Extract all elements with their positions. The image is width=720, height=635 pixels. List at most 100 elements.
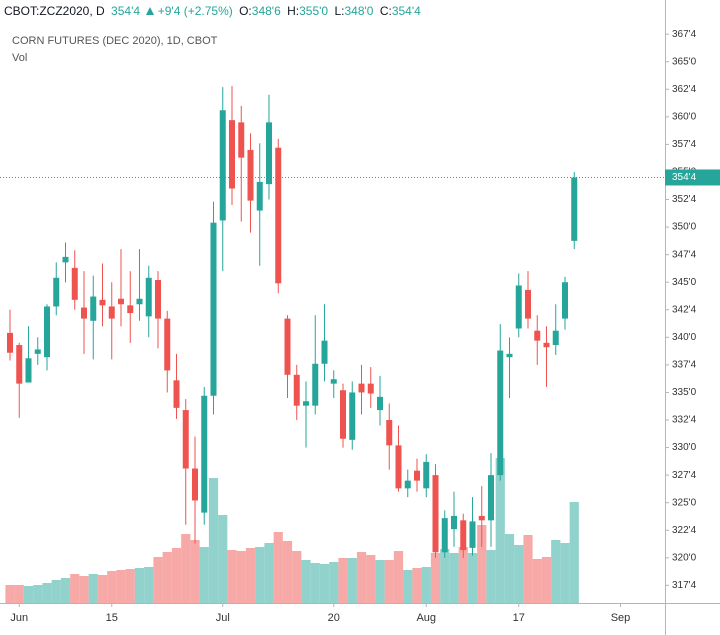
y-tick-label: 320'0 xyxy=(672,552,697,563)
y-tick-label: 332'4 xyxy=(672,415,697,426)
candle-body xyxy=(303,401,309,406)
x-tick-label: Aug xyxy=(416,612,436,624)
volume-bar xyxy=(60,578,71,603)
volume-bar xyxy=(356,552,367,603)
volume-bar xyxy=(107,571,117,603)
candle-body xyxy=(404,480,411,489)
y-tick-label: 365'0 xyxy=(672,56,697,67)
candle-body xyxy=(136,298,143,305)
volume-bar xyxy=(541,557,552,603)
candle-body xyxy=(423,461,430,489)
high-label: H: xyxy=(287,4,300,18)
volume-bar xyxy=(51,580,61,603)
candle-body xyxy=(71,267,78,300)
volume-bar xyxy=(33,585,43,603)
candle-body xyxy=(256,181,263,211)
candle-body xyxy=(34,349,41,354)
candle-body xyxy=(386,420,393,446)
close-value: 354'4 xyxy=(391,4,421,18)
candle-body xyxy=(377,396,383,411)
y-tick-label: 335'0 xyxy=(672,387,697,398)
volume-bar xyxy=(569,502,579,603)
candle-body xyxy=(395,445,402,489)
x-tick-label: 17 xyxy=(513,612,525,624)
candle-body xyxy=(432,475,439,553)
candle-body xyxy=(349,392,356,440)
candle-body xyxy=(44,306,50,358)
volume-bar xyxy=(430,553,441,603)
candle-body xyxy=(25,358,32,383)
candle-body xyxy=(330,379,337,384)
candle-body xyxy=(173,380,180,408)
volume-bar xyxy=(134,568,145,603)
volume-bar xyxy=(338,558,348,603)
volume-bar xyxy=(551,540,561,603)
x-tick-label: Jun xyxy=(10,612,28,624)
y-tick-label: 350'0 xyxy=(672,222,697,233)
candle-body xyxy=(164,318,171,371)
y-tick-label: 360'0 xyxy=(672,111,697,122)
candle-body xyxy=(312,363,319,406)
candle-body xyxy=(562,282,568,319)
candle-body xyxy=(201,395,208,513)
volume-bar xyxy=(125,569,135,603)
volume-bar xyxy=(218,515,228,603)
volume-bar xyxy=(495,458,505,603)
candle-body xyxy=(266,122,272,185)
volume-bar xyxy=(467,553,478,603)
volume-bar xyxy=(236,551,246,603)
candle-body xyxy=(210,222,217,396)
candle-body xyxy=(534,330,541,341)
last-price-label: 354'4 xyxy=(672,172,697,183)
volume-bar xyxy=(273,532,283,603)
candle-body xyxy=(62,256,69,263)
volume-bar xyxy=(329,562,339,603)
volume-bar xyxy=(14,585,24,603)
volume-bar xyxy=(144,567,154,603)
open-label: O: xyxy=(239,4,252,18)
volume-bar xyxy=(171,548,182,603)
volume-bar xyxy=(292,551,302,603)
candle-body xyxy=(127,305,134,314)
candle-body xyxy=(552,330,559,346)
volume-bar xyxy=(486,550,496,603)
volume-bar xyxy=(514,545,524,603)
volume-bar xyxy=(208,478,219,603)
candle-body xyxy=(219,110,226,221)
candle-body xyxy=(284,318,291,375)
candle-body xyxy=(81,307,87,319)
y-tick-label: 357'4 xyxy=(672,139,697,150)
candle-body xyxy=(16,345,23,384)
candle-body xyxy=(118,298,124,305)
high-value: 355'0 xyxy=(299,4,329,18)
y-tick-label: 342'4 xyxy=(672,304,697,315)
candle-body xyxy=(367,383,374,394)
volume-bar xyxy=(319,564,330,603)
candle-body xyxy=(155,280,161,319)
low-label: L: xyxy=(334,4,345,18)
candle-body xyxy=(275,147,282,284)
candle-body xyxy=(515,285,522,329)
chart-subtitle: Vol xyxy=(12,52,28,64)
volume-bar xyxy=(199,547,209,603)
volume-bar xyxy=(532,559,542,603)
candle-body xyxy=(497,350,504,476)
volume-bar xyxy=(97,575,108,603)
candle-body xyxy=(460,520,467,551)
x-tick-label: 20 xyxy=(328,612,340,624)
volume-bar xyxy=(181,534,191,603)
candle-body xyxy=(90,296,97,321)
volume-bar xyxy=(523,535,533,603)
candle-body xyxy=(7,332,13,353)
candle-body xyxy=(321,340,328,364)
candle-body xyxy=(414,470,420,481)
volume-bar xyxy=(79,576,89,603)
volume-bar xyxy=(393,551,404,603)
y-tick-label: 317'4 xyxy=(672,580,697,591)
low-value: 348'0 xyxy=(344,4,374,18)
volume-bar xyxy=(23,586,34,603)
x-tick-label: Sep xyxy=(611,612,631,624)
candle-body xyxy=(182,410,189,469)
candle-body xyxy=(451,515,457,530)
